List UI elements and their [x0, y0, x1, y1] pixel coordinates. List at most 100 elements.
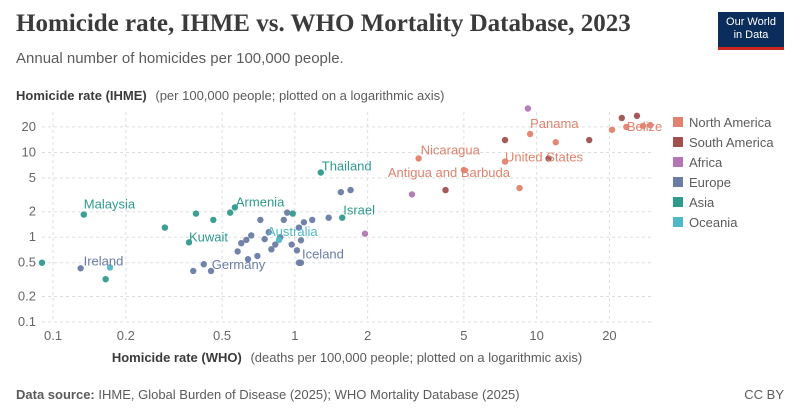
scatter-point[interactable] [442, 186, 449, 194]
scatter-point[interactable] [254, 252, 261, 260]
scatter-point[interactable] [280, 216, 287, 224]
scatter-point[interactable] [102, 275, 109, 283]
legend-item[interactable]: South America [673, 132, 774, 152]
legend-item[interactable]: Europe [673, 172, 774, 192]
scatter-point[interactable] [337, 188, 345, 196]
scatter-point[interactable] [210, 216, 217, 224]
scatter-point[interactable] [295, 259, 303, 266]
scatter-point[interactable] [297, 237, 305, 244]
scatter-point[interactable] [284, 209, 291, 216]
legend-swatch [673, 137, 683, 147]
scatter-point[interactable] [190, 267, 197, 275]
scatter-point[interactable] [207, 267, 215, 275]
scatter-point[interactable] [633, 112, 641, 120]
scatter-point[interactable] [415, 155, 422, 162]
scatter-point[interactable] [275, 236, 283, 244]
scatter-point[interactable] [586, 136, 593, 144]
scatter-point[interactable] [243, 236, 250, 244]
point-label: Kuwait [189, 229, 228, 244]
scatter-point[interactable] [516, 184, 523, 192]
scatter-point[interactable] [526, 130, 534, 138]
point-label: Antigua and Barbuda [388, 165, 511, 180]
scatter-point[interactable] [524, 105, 532, 112]
chart-title: Homicide rate, IHME vs. WHO Mortality Da… [16, 10, 631, 37]
scatter-point[interactable] [226, 209, 234, 216]
scatter-point[interactable] [647, 121, 654, 129]
legend-swatch [673, 117, 683, 127]
legend-swatch [673, 217, 683, 227]
scatter-point[interactable] [309, 216, 316, 224]
x-tick-label: 20 [602, 328, 616, 343]
y-tick-label: 1 [29, 229, 36, 244]
legend-item[interactable]: Africa [673, 152, 774, 172]
y-axis-title-rest: (per 100,000 people; plotted on a logari… [155, 88, 444, 103]
y-tick-label: 20 [22, 119, 36, 134]
scatter-point[interactable] [552, 139, 559, 146]
point-label: Ireland [84, 253, 124, 268]
scatter-point[interactable] [639, 122, 647, 130]
scatter-point[interactable] [460, 166, 468, 174]
chart-subtitle: Annual number of homicides per 100,000 p… [16, 50, 344, 67]
legend-label: Oceania [689, 214, 738, 230]
scatter-point[interactable] [545, 155, 552, 162]
scatter-point[interactable] [295, 224, 303, 231]
license-label[interactable]: CC BY [744, 387, 784, 402]
scatter-point[interactable] [300, 219, 308, 226]
scatter-point[interactable] [80, 211, 87, 218]
scatter-point[interactable] [161, 224, 169, 231]
point-label: Israel [343, 203, 375, 218]
scatter-point[interactable] [248, 232, 255, 239]
scatter-point[interactable] [361, 230, 369, 237]
scatter-point[interactable] [608, 126, 616, 133]
scatter-point[interactable] [325, 214, 332, 221]
legend-swatch [673, 197, 683, 207]
scatter-point[interactable] [231, 204, 239, 211]
x-tick-label: 0.5 [213, 328, 231, 343]
scatter-point[interactable] [261, 235, 268, 243]
point-label: Germany [212, 257, 266, 272]
x-tick-label: 5 [460, 328, 467, 343]
scatter-point[interactable] [501, 136, 509, 144]
scatter-point[interactable] [268, 246, 275, 253]
owid-logo[interactable]: Our World in Data [718, 12, 784, 50]
scatter-point[interactable] [272, 241, 279, 248]
x-tick-label: 0.1 [44, 328, 62, 343]
point-label: Iceland [302, 247, 344, 262]
scatter-point[interactable] [234, 248, 241, 255]
scatter-point[interactable] [347, 186, 354, 194]
legend-label: North America [689, 114, 772, 130]
scatter-point[interactable] [408, 191, 416, 198]
scatter-point[interactable] [38, 259, 46, 266]
scatter-point[interactable] [200, 261, 207, 268]
scatter-point[interactable] [623, 123, 630, 131]
source-text[interactable]: IHME, Global Burden of Disease (2025); W… [98, 387, 520, 402]
y-axis-title: Homicide rate (IHME) (per 100,000 people… [16, 88, 444, 103]
scatter-point[interactable] [339, 214, 346, 221]
legend-item[interactable]: Oceania [673, 212, 774, 232]
y-tick-label: 10 [22, 144, 36, 159]
footer-source: Data source: IHME, Global Burden of Dise… [16, 387, 520, 402]
scatter-point[interactable] [265, 228, 272, 236]
scatter-point[interactable] [293, 247, 301, 254]
scatter-point[interactable] [77, 265, 84, 272]
y-axis-title-bold: Homicide rate (IHME) [16, 88, 147, 103]
scatter-point[interactable] [238, 240, 245, 247]
scatter-point[interactable] [288, 241, 295, 248]
legend-item[interactable]: North America [673, 112, 774, 132]
legend-label: South America [689, 134, 774, 150]
point-label: Australia [267, 224, 318, 239]
scatter-point[interactable] [501, 158, 509, 165]
scatter-point[interactable] [289, 210, 296, 217]
scatter-point[interactable] [185, 239, 193, 246]
scatter-point[interactable] [317, 169, 324, 176]
scatter-point[interactable] [106, 264, 114, 271]
point-label: Belize [627, 119, 662, 134]
legend-item[interactable]: Asia [673, 192, 774, 212]
scatter-point[interactable] [257, 216, 264, 224]
scatter-point[interactable] [192, 210, 200, 217]
point-label: Thailand [322, 159, 372, 174]
scatter-point[interactable] [618, 114, 625, 122]
chart-legend: North America South America Africa Europe As… [673, 112, 774, 232]
scatter-point[interactable] [244, 256, 252, 263]
